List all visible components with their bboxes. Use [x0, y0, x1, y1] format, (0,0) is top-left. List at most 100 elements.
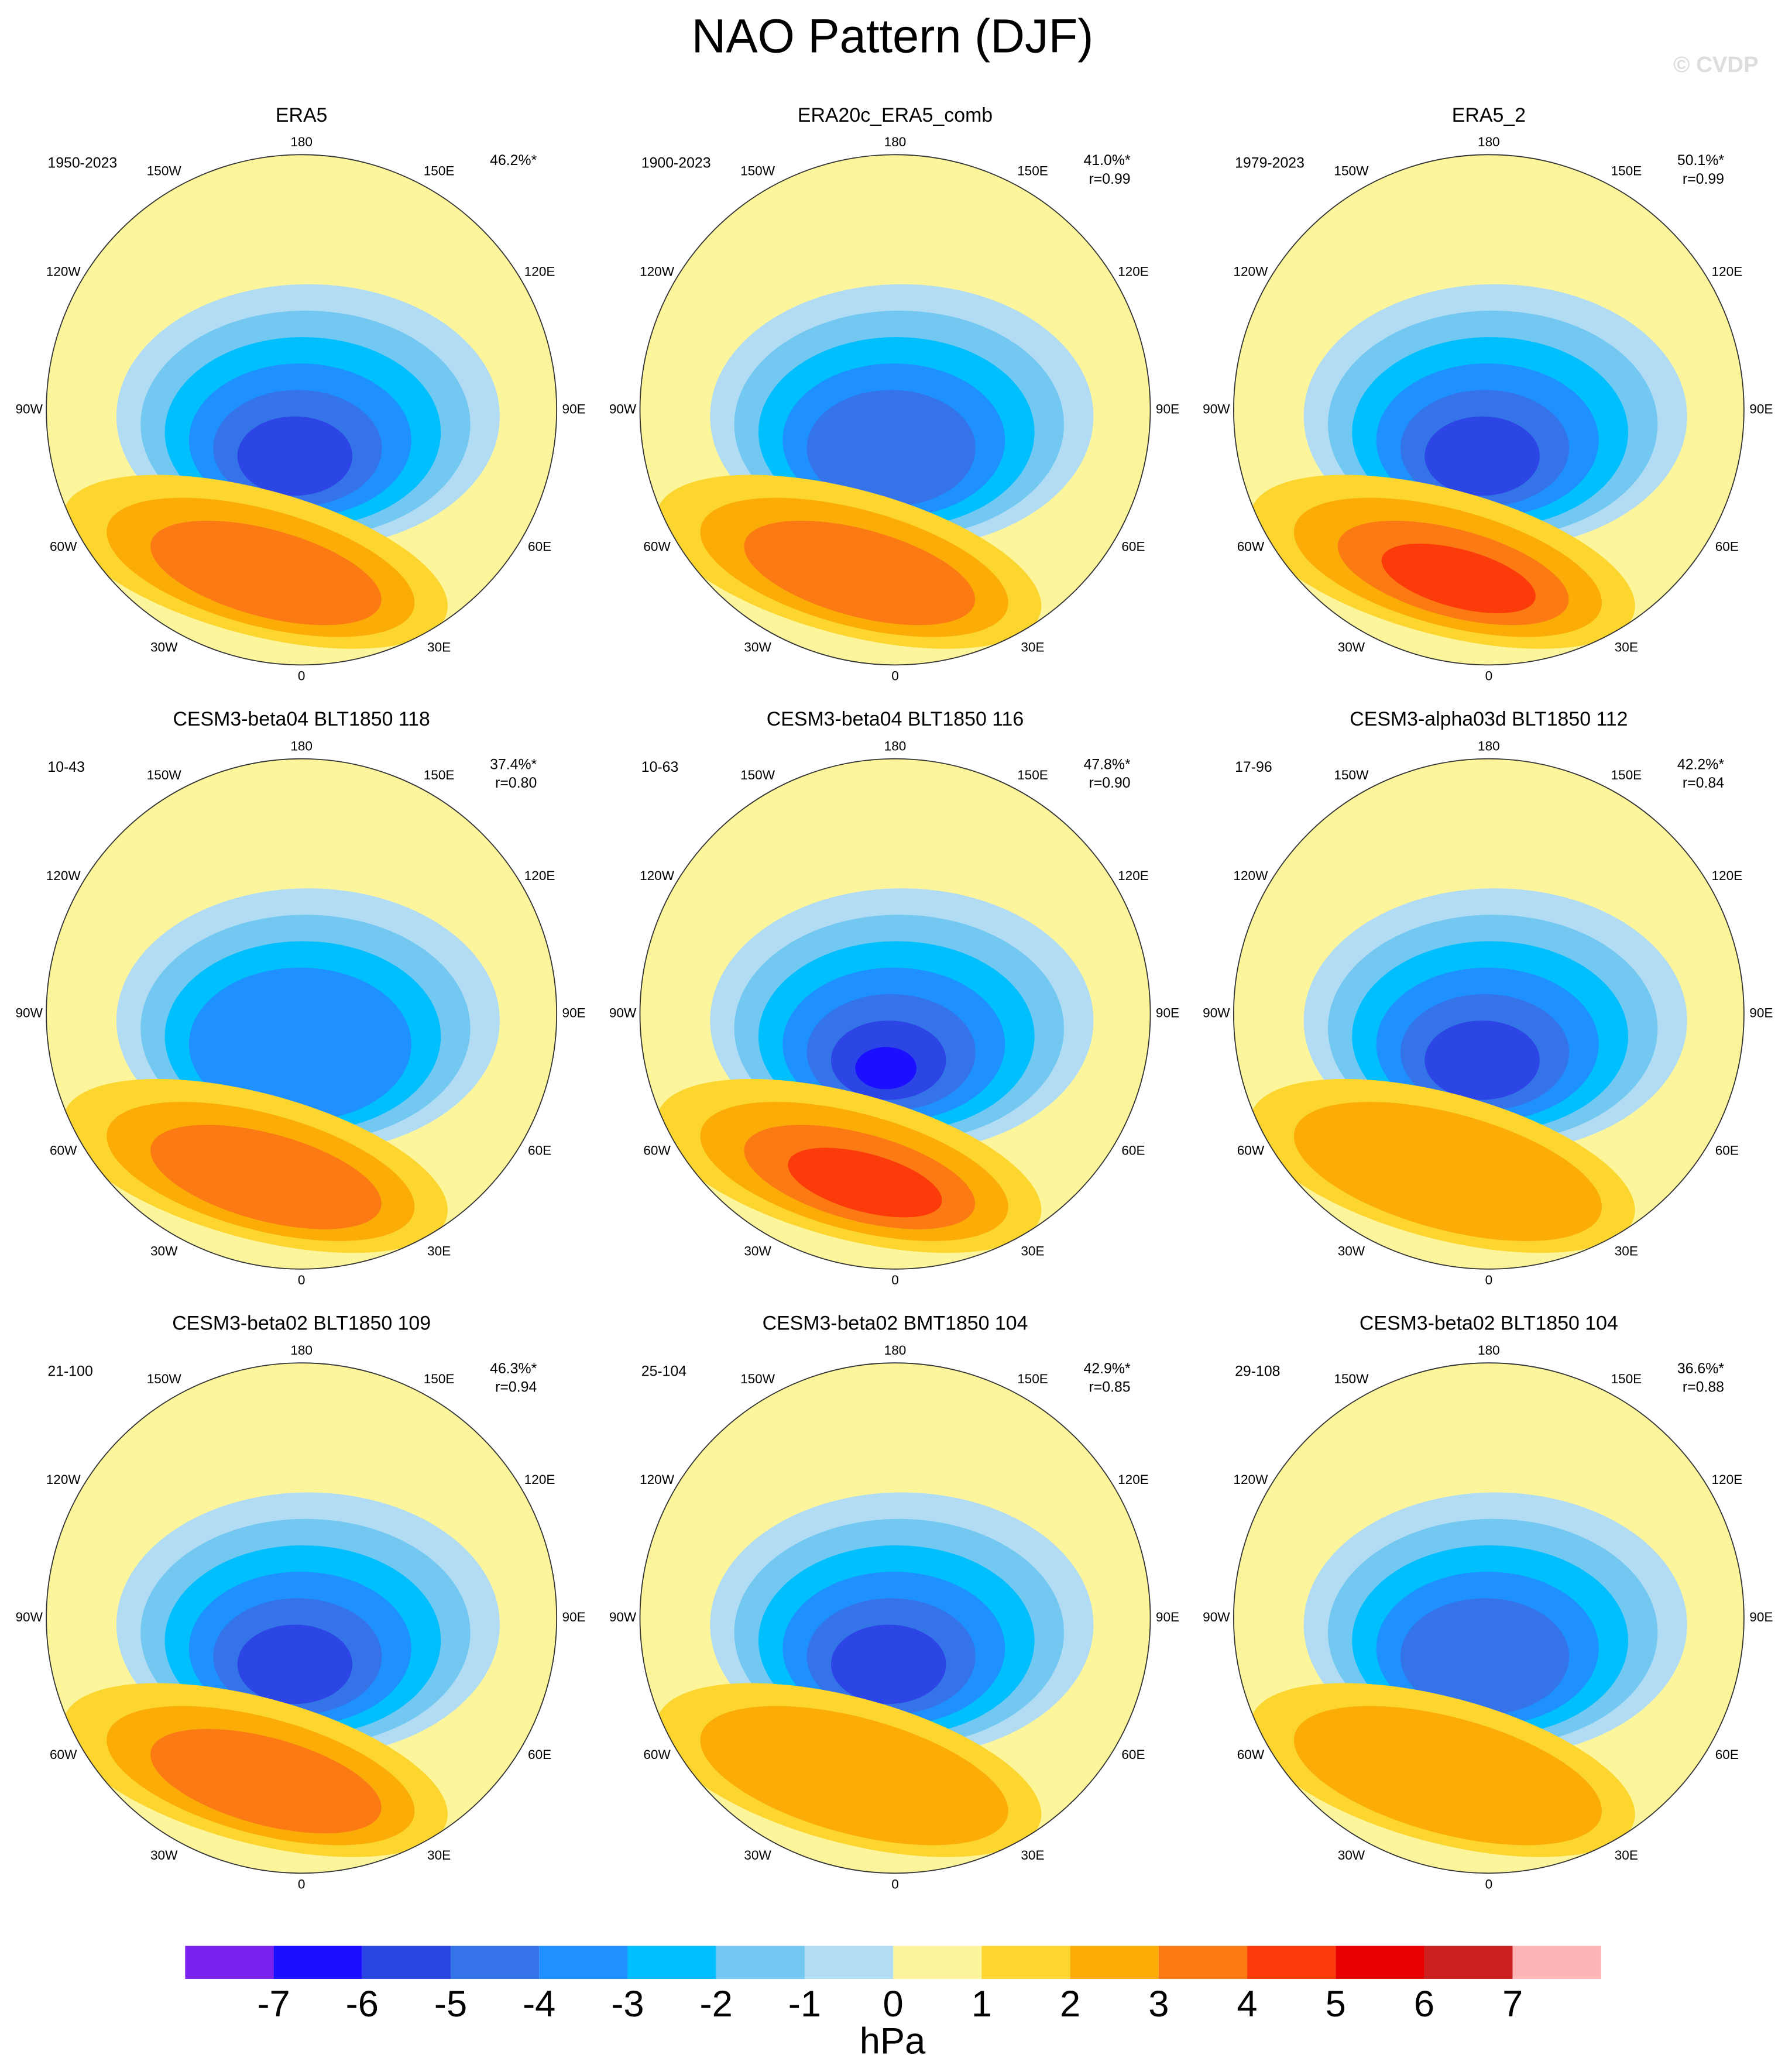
longitude-label: 150E [1611, 163, 1642, 178]
longitude-label: 0 [298, 669, 305, 683]
colorbar-tick-label: -6 [346, 1984, 379, 2025]
longitude-label: 120W [46, 264, 81, 279]
colorbar-tick-label: 5 [1326, 1984, 1346, 2025]
longitude-label: 30W [1338, 640, 1365, 654]
colorbar-box [273, 1946, 362, 1979]
map-field [46, 758, 557, 1269]
longitude-label: 60E [1715, 539, 1739, 554]
colorbar-tick-label: -4 [523, 1984, 555, 2025]
negative-region [188, 967, 411, 1121]
longitude-label: 30W [1338, 1244, 1365, 1259]
longitude-label: 120E [1118, 264, 1149, 279]
longitude-label: 60W [50, 1143, 77, 1158]
colorbar-tick-label: 2 [1060, 1984, 1080, 2025]
variance: 37.4%* [490, 757, 537, 773]
longitude-label: 150W [740, 163, 775, 178]
longitude-label: 0 [298, 1273, 305, 1287]
variance: 50.1%* [1677, 153, 1724, 169]
map-outline [639, 154, 1151, 666]
negative-region [1424, 1020, 1540, 1100]
variance: 46.3%* [490, 1361, 537, 1377]
longitude-label: 60W [50, 539, 77, 554]
period: 1950-2023 [47, 156, 117, 171]
positive-region [700, 1706, 1008, 1846]
longitude-label: 30W [744, 1244, 771, 1259]
period: 25-104 [641, 1364, 687, 1380]
longitude-label: 180 [290, 135, 313, 149]
longitude-label: 30E [1021, 1244, 1044, 1259]
longitude-label: 60E [1121, 1747, 1145, 1762]
watermark: © CVDP [1673, 52, 1759, 77]
longitude-label: 30E [1615, 1848, 1638, 1863]
colorbar-box [627, 1946, 716, 1979]
longitude-label: 30W [744, 640, 771, 654]
longitude-label: 60W [50, 1747, 77, 1762]
panel-title: CESM3-beta04 BLT1850 118 [173, 708, 430, 730]
longitude-label: 150W [147, 1372, 182, 1386]
negative-region [855, 1047, 917, 1090]
colorbar-box [362, 1946, 451, 1979]
longitude-label: 0 [891, 669, 899, 683]
colorbar-box [1070, 1946, 1159, 1979]
longitude-label: 150E [1611, 768, 1642, 782]
longitude-label: 150W [147, 768, 182, 782]
longitude-label: 150E [1017, 163, 1048, 178]
longitude-label: 30E [1021, 640, 1044, 654]
map-field [46, 154, 557, 665]
longitude-label: 90E [1749, 401, 1773, 416]
longitude-label: 30E [427, 640, 451, 654]
colorbar-tick-label: -1 [788, 1984, 821, 2025]
longitude-label: 90W [609, 1610, 637, 1624]
map-field [640, 154, 1151, 665]
longitude-label: 90E [1156, 1610, 1179, 1624]
colorbar-tick-label: -2 [700, 1984, 733, 2025]
positive-region [150, 1729, 382, 1834]
map-field [640, 758, 1151, 1269]
longitude-label: 150W [740, 768, 775, 782]
map-field [1233, 758, 1744, 1269]
longitude-label: 90E [1749, 1610, 1773, 1624]
variance: 46.2%* [490, 153, 537, 169]
longitude-label: 60E [1121, 539, 1145, 554]
negative-region [806, 390, 976, 507]
negative-region [237, 416, 353, 496]
longitude-label: 180 [1478, 1343, 1500, 1358]
positive-region [150, 1125, 382, 1229]
variance: 41.0%* [1084, 153, 1131, 169]
variance: 36.6%* [1677, 1361, 1724, 1377]
map-outline [1233, 758, 1745, 1270]
longitude-label: 120W [1233, 264, 1268, 279]
longitude-label: 60W [1237, 539, 1265, 554]
longitude-label: 120W [1233, 1472, 1268, 1487]
longitude-label: 120E [524, 264, 555, 279]
longitude-label: 60E [1121, 1143, 1145, 1158]
correlation: r=0.80 [495, 775, 537, 791]
colorbar-box [981, 1946, 1070, 1979]
longitude-label: 0 [891, 1877, 899, 1892]
longitude-label: 90E [1749, 1006, 1773, 1020]
colorbar-box [716, 1946, 805, 1979]
colorbar-tick-label: -3 [611, 1984, 644, 2025]
longitude-label: 150E [424, 1372, 455, 1386]
longitude-label: 120E [1118, 868, 1149, 883]
correlation: r=0.85 [1089, 1380, 1131, 1396]
variance: 42.2%* [1677, 757, 1724, 773]
negative-region [1424, 416, 1540, 496]
colorbar-box [1424, 1946, 1513, 1979]
longitude-label: 180 [884, 1343, 907, 1358]
colorbar-tick-label: 3 [1148, 1984, 1169, 2025]
period: 29-108 [1235, 1364, 1280, 1380]
longitude-label: 30E [1021, 1848, 1044, 1863]
period: 1979-2023 [1235, 156, 1305, 171]
colorbar-tick-label: -7 [257, 1984, 290, 2025]
longitude-label: 30E [1615, 640, 1638, 654]
colorbar-box [804, 1946, 894, 1979]
period: 10-43 [47, 760, 85, 775]
longitude-label: 90W [15, 1610, 43, 1624]
longitude-label: 120W [640, 868, 675, 883]
longitude-label: 90W [609, 1006, 637, 1020]
correlation: r=0.99 [1683, 171, 1724, 187]
longitude-label: 150E [1611, 1372, 1642, 1386]
negative-region [830, 1624, 946, 1705]
